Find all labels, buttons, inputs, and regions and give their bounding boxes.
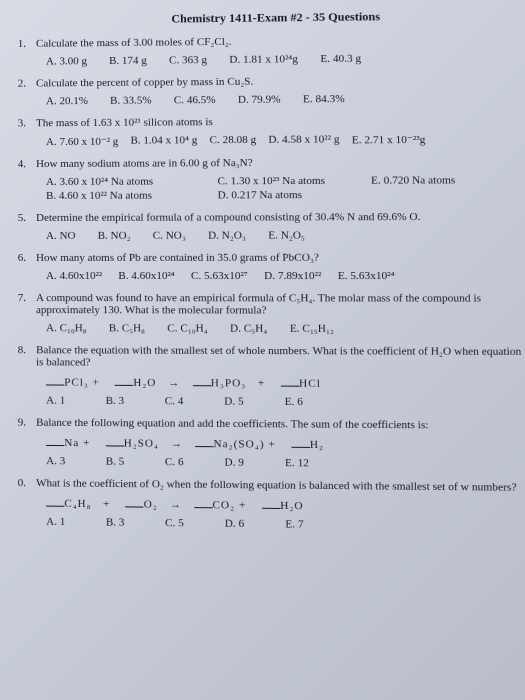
q1-text: Calculate the mass of 3.00 moles of CF₂C… xyxy=(36,33,525,50)
q7-choice-a: A. C₁₀H₈ xyxy=(46,322,87,334)
q9-choice-c: C. 6 xyxy=(165,456,184,468)
q1-choice-a: A. 3.00 g xyxy=(46,55,87,67)
q8-choice-e: E. 6 xyxy=(285,396,303,408)
q8-num: 8. xyxy=(6,344,26,356)
q5-choice-b: B. NO₂ xyxy=(98,230,131,242)
q4-choice-b: B. 4.60 x 10²² Na atoms xyxy=(46,189,218,202)
q7-choice-d: D. C₅H₄ xyxy=(230,323,267,335)
q2-choice-b: B. 33.5% xyxy=(110,95,152,107)
q4-text: How many sodium atoms are in 6.00 g of N… xyxy=(36,156,525,170)
q1-choice-e: E. 40.3 g xyxy=(320,53,361,65)
q10-choice-a: A. 1 xyxy=(46,516,65,528)
q8-equation: PCl₃ + H₂O → H₃PO₃ + HCl xyxy=(46,374,525,391)
q3-choice-d: D. 4.58 x 10²² g xyxy=(268,133,339,147)
q2-num: 2. xyxy=(6,78,26,90)
q10-equation: C₄H₈ + O₂ → CO₂ + H₂O xyxy=(46,495,525,514)
q5-choice-e: E. N₂O₅ xyxy=(268,229,305,241)
q10-choice-d: D. 6 xyxy=(225,518,244,530)
q10-num: 0. xyxy=(6,477,26,489)
q4-num: 4. xyxy=(6,158,26,170)
q9-choice-d: D. 9 xyxy=(224,456,243,468)
q7-choice-b: B. C₅H₈ xyxy=(109,322,145,334)
q5-choice-d: D. N₂O₃ xyxy=(208,230,246,242)
q9-num: 9. xyxy=(6,416,26,428)
q6-text: How many atoms of Pb are contained in 35… xyxy=(36,252,525,264)
question-2: 2. Calculate the percent of copper by ma… xyxy=(30,73,525,107)
question-4: 4. How many sodium atoms are in 6.00 g o… xyxy=(30,156,525,202)
q1-num: 1. xyxy=(6,38,26,50)
q8-text: Balance the equation with the smallest s… xyxy=(36,344,525,370)
q4-choice-a: A. 3.60 x 10²⁴ Na atoms xyxy=(46,175,218,188)
q2-choice-c: C. 46.5% xyxy=(174,94,216,106)
q8-choice-b: B. 3 xyxy=(106,395,125,407)
q1-choice-d: D. 1.81 x 10²⁴g xyxy=(229,53,298,66)
q2-choice-d: D. 79.9% xyxy=(238,94,281,106)
q8-choice-a: A. 1 xyxy=(46,395,65,407)
q4-choice-d: D. 0.217 Na atoms xyxy=(218,189,372,202)
q4-choice-e: E. 0.720 Na atoms xyxy=(371,174,495,187)
q1-choice-c: C. 363 g xyxy=(169,54,207,66)
q5-num: 5. xyxy=(6,212,26,224)
q6-choice-a: A. 4.60x10²² xyxy=(46,270,102,282)
question-1: 1. Calculate the mass of 3.00 moles of C… xyxy=(30,33,525,68)
q2-text: Calculate the percent of copper by mass … xyxy=(36,73,525,89)
q6-choice-e: E. 5.63x10²⁴ xyxy=(338,270,395,282)
q10-choice-e: E. 7 xyxy=(285,518,303,530)
q8-choice-d: D. 5 xyxy=(224,395,243,407)
q3-choice-a: A. 7.60 x 10⁻² g xyxy=(46,135,118,148)
q10-choice-c: C. 5 xyxy=(165,517,184,529)
question-6: 6. How many atoms of Pb are contained in… xyxy=(30,252,525,283)
q1-choice-b: B. 174 g xyxy=(109,55,147,67)
q9-equation: Na + H₂SO₄ → Na₂(SO₄) + H₂ xyxy=(46,435,525,453)
question-9: 9. Balance the following equation and ad… xyxy=(30,417,525,472)
q3-text: The mass of 1.63 x 10²¹ silicon atoms is xyxy=(36,114,525,129)
q9-choice-b: B. 5 xyxy=(106,456,125,468)
q6-choice-c: C. 5.63x10²⁷ xyxy=(191,270,248,282)
question-5: 5. Determine the empirical formula of a … xyxy=(30,211,525,242)
question-3: 3. The mass of 1.63 x 10²¹ silicon atoms… xyxy=(30,114,525,148)
q7-choice-e: E. C₁₅H₁₂ xyxy=(290,323,334,335)
q5-text: Determine the empirical formula of a com… xyxy=(36,211,525,224)
q6-num: 6. xyxy=(6,252,26,264)
q3-choice-e: E. 2.71 x 10⁻²³g xyxy=(352,133,426,147)
q6-choice-d: D. 7.89x10²² xyxy=(264,270,321,282)
q2-choice-e: E. 84.3% xyxy=(303,93,345,105)
q7-choice-c: C. C₁₀H₄ xyxy=(167,322,207,334)
q3-num: 3. xyxy=(6,117,26,129)
q2-choice-a: A. 20.1% xyxy=(46,95,88,107)
question-8: 8. Balance the equation with the smalles… xyxy=(30,344,525,409)
question-10: 0. What is the coefficient of O₂ when th… xyxy=(30,477,525,533)
q7-text: A compound was found to have an empirica… xyxy=(36,292,525,317)
q5-choice-a: A. NO xyxy=(46,230,75,242)
q10-choice-b: B. 3 xyxy=(106,516,125,528)
q3-choice-c: C. 28.08 g xyxy=(209,134,256,147)
q7-num: 7. xyxy=(6,292,26,304)
q4-choice-c: C. 1.30 x 10²³ Na atoms xyxy=(218,175,372,188)
q9-text: Balance the following equation and add t… xyxy=(36,417,525,432)
exam-title: Chemistry 1411-Exam #2 - 35 Questions xyxy=(30,8,525,28)
q9-choice-e: E. 12 xyxy=(285,457,309,469)
q5-choice-c: C. NO₃ xyxy=(153,230,186,242)
q9-choice-a: A. 3 xyxy=(46,455,65,467)
q6-choice-b: B. 4.60x10²⁴ xyxy=(118,270,174,282)
q10-text: What is the coefficient of O₂ when the f… xyxy=(36,477,525,494)
q3-choice-b: B. 1.04 x 10⁴ g xyxy=(130,134,197,147)
q8-choice-c: C. 4 xyxy=(165,395,184,407)
question-7: 7. A compound was found to have an empir… xyxy=(30,292,525,335)
